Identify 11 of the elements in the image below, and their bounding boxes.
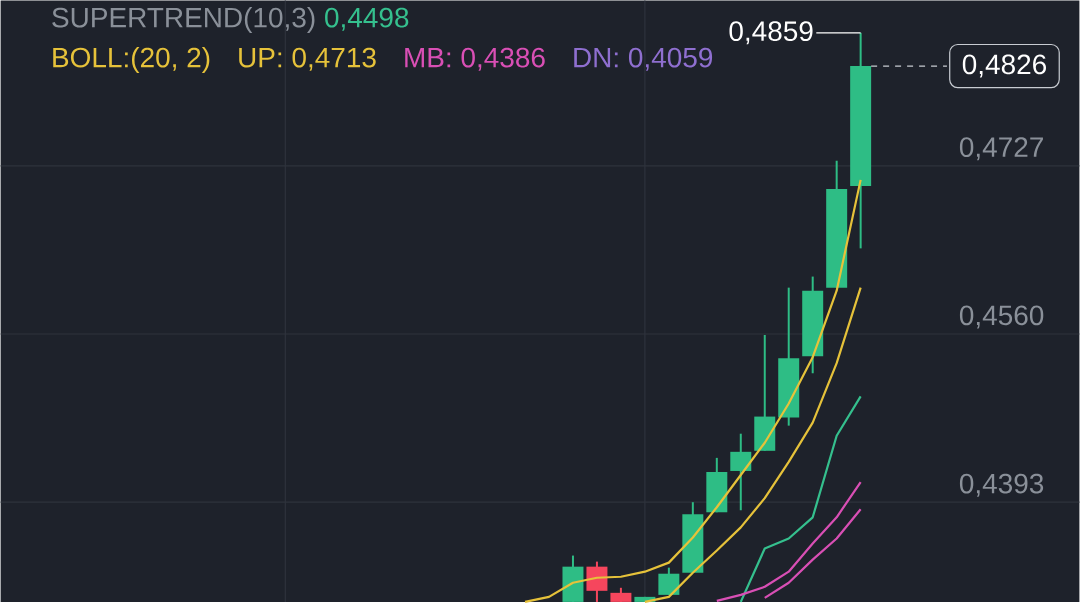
text: SUPERTREND(10,3) — [52, 7, 315, 34]
legend-label: DN: 0,4059 — [574, 47, 713, 71]
text: BOLL:(20, 2) — [53, 47, 210, 74]
y-tick-label: 0,4393 — [959, 473, 1044, 497]
y-tick-label: 0,4727 — [959, 137, 1043, 161]
y-tick-label: 0,4560 — [959, 305, 1044, 329]
text: MB: 0,4386 — [405, 47, 545, 71]
text: UP: 0,4713 — [239, 47, 376, 71]
text: 0,4498 — [325, 7, 409, 31]
ref-line-label: 0,4826 — [962, 54, 1047, 78]
annotation: 0,4859 — [729, 21, 813, 45]
